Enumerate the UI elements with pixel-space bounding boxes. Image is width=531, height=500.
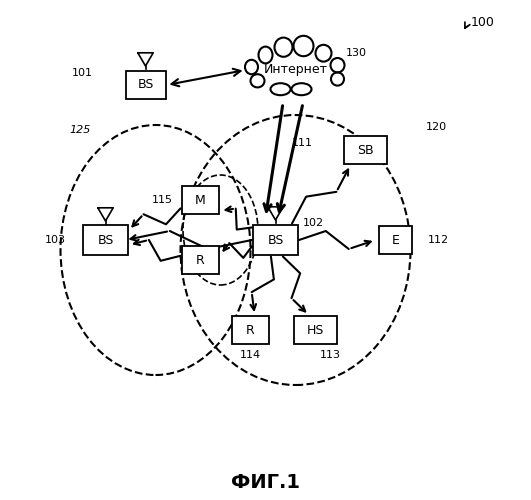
Text: ФИГ.1: ФИГ.1 [231,473,300,492]
Text: M: M [195,194,206,206]
Ellipse shape [270,83,290,95]
Bar [253,225,298,255]
Text: 112: 112 [428,235,449,245]
Bar [182,246,219,274]
Text: 111: 111 [292,138,313,147]
Text: 130: 130 [346,48,366,58]
Text: 114: 114 [240,350,261,360]
Ellipse shape [245,60,258,74]
Bar [232,316,269,344]
Text: BS: BS [97,234,114,246]
Text: E: E [391,234,399,246]
Text: BS: BS [267,234,284,246]
Text: 103: 103 [45,235,65,245]
Ellipse shape [330,58,345,72]
Text: 115: 115 [152,195,173,205]
Bar [83,225,128,255]
Text: 102: 102 [303,218,324,228]
Text: R: R [246,324,255,336]
Text: 125: 125 [69,125,90,135]
Text: 113: 113 [320,350,341,360]
Bar [379,226,412,254]
Text: 120: 120 [425,122,447,132]
Ellipse shape [315,45,331,62]
Text: R: R [196,254,205,266]
Text: 116: 116 [183,262,204,272]
Text: 101: 101 [72,68,93,78]
Bar [294,316,337,344]
Ellipse shape [275,38,293,57]
Ellipse shape [294,36,313,56]
Bar [125,71,166,99]
Text: BS: BS [138,78,153,92]
Text: SB: SB [357,144,374,156]
Ellipse shape [253,46,338,94]
Ellipse shape [331,72,344,86]
Text: 100: 100 [470,16,494,29]
Ellipse shape [292,83,312,95]
Ellipse shape [259,46,272,64]
Text: HS: HS [307,324,324,336]
Bar [182,186,219,214]
Bar [344,136,387,164]
Text: Интернет: Интернет [263,64,328,76]
Ellipse shape [251,74,264,88]
